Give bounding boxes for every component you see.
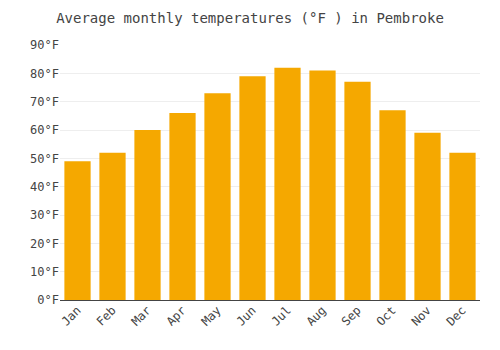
- svg-text:Apr: Apr: [164, 303, 189, 328]
- svg-text:Dec: Dec: [444, 303, 469, 328]
- svg-text:60°F: 60°F: [30, 123, 59, 137]
- svg-text:Jun: Jun: [234, 303, 259, 328]
- svg-text:Jan: Jan: [59, 303, 84, 328]
- svg-text:Sep: Sep: [339, 303, 364, 328]
- svg-text:70°F: 70°F: [30, 95, 59, 109]
- svg-text:40°F: 40°F: [30, 180, 59, 194]
- svg-text:50°F: 50°F: [30, 152, 59, 166]
- svg-text:30°F: 30°F: [30, 208, 59, 222]
- svg-text:Feb: Feb: [94, 303, 119, 328]
- svg-text:Oct: Oct: [374, 303, 399, 328]
- svg-text:Average monthly temperatures (: Average monthly temperatures (°F ) in Pe…: [56, 10, 444, 26]
- svg-text:0°F: 0°F: [37, 293, 59, 307]
- svg-text:Jul: Jul: [269, 303, 294, 328]
- svg-text:Aug: Aug: [304, 303, 329, 328]
- svg-text:20°F: 20°F: [30, 237, 59, 251]
- svg-text:90°F: 90°F: [30, 38, 59, 52]
- svg-text:May: May: [199, 303, 224, 328]
- svg-text:Nov: Nov: [409, 303, 434, 328]
- svg-text:80°F: 80°F: [30, 67, 59, 81]
- svg-text:10°F: 10°F: [30, 265, 59, 279]
- svg-text:Mar: Mar: [129, 303, 154, 328]
